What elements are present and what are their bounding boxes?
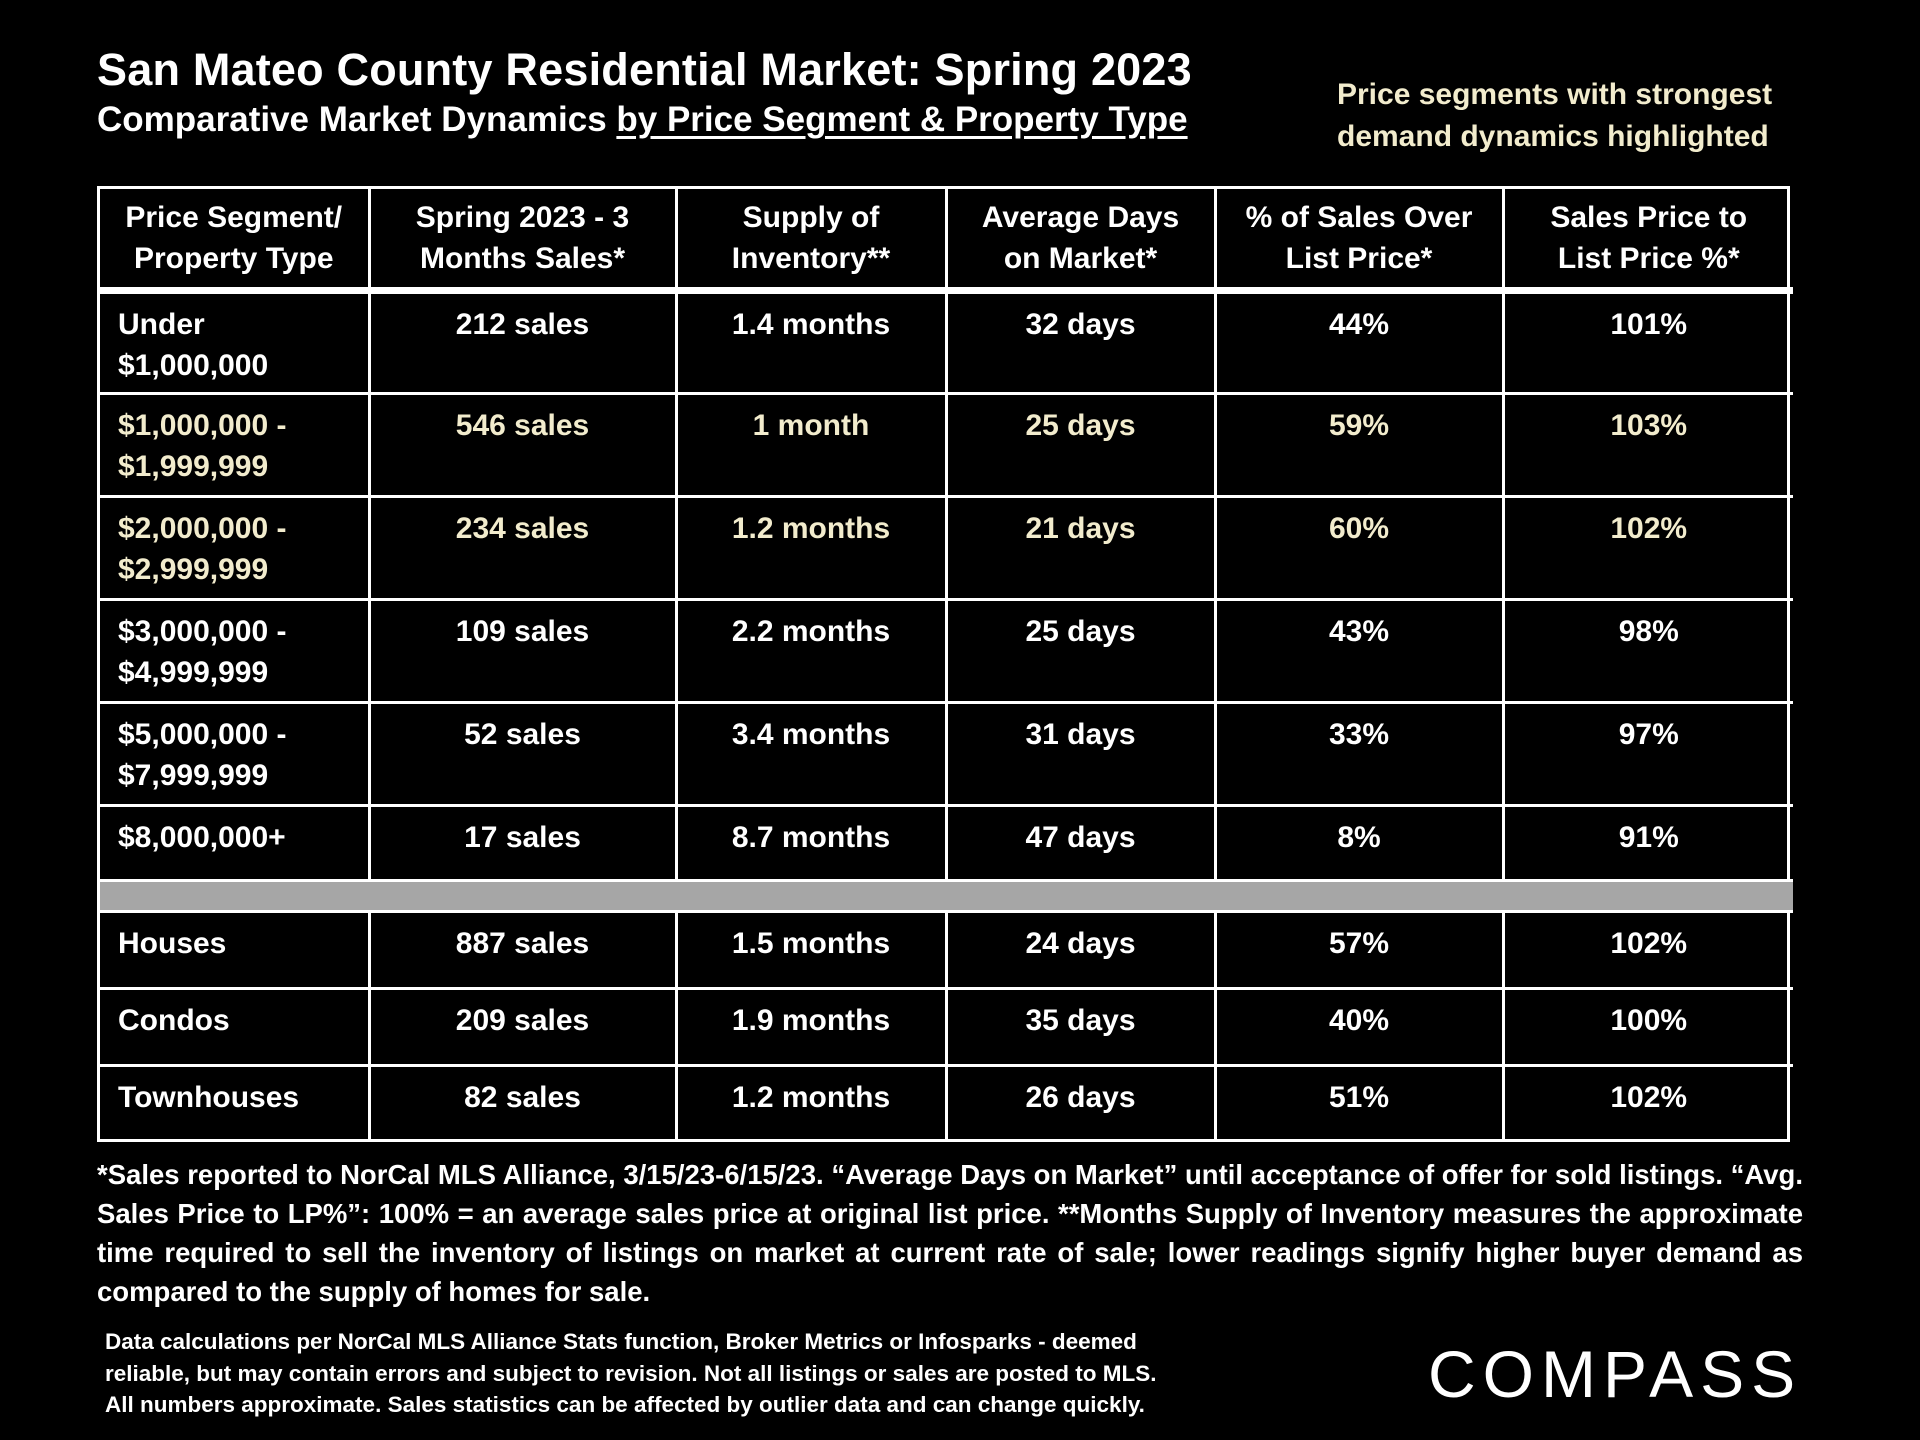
sales-to-list-cell: 91% xyxy=(1501,803,1793,880)
page-subtitle: Comparative Market Dynamics by Price Seg… xyxy=(97,100,1188,140)
divider-cell xyxy=(100,878,1793,911)
days-on-market-cell: 25 days xyxy=(944,391,1217,498)
table-row: $5,000,000 - $7,999,999 52 sales 3.4 months… xyxy=(100,700,1793,807)
supply-cell: 1.4 months xyxy=(674,288,948,395)
property-type-cell: Townhouses xyxy=(100,1063,371,1142)
supply-cell: 1 month xyxy=(674,391,948,498)
days-on-market-cell: 26 days xyxy=(944,1063,1217,1142)
segment-cell: $2,000,000 - $2,999,999 xyxy=(100,494,371,601)
sales-cell: 209 sales xyxy=(367,986,678,1067)
table-row: $8,000,000+ 17 sales 8.7 months 47 days 8% 91… xyxy=(100,803,1793,880)
disclaimer-line: reliable, but may contain errors and sub… xyxy=(105,1360,1157,1386)
header-cell: Price Segment/Property Type xyxy=(100,189,371,294)
table-row: $2,000,000 - $2,999,999 234 sales 1.2 month… xyxy=(100,494,1793,601)
table-divider-row xyxy=(100,878,1793,911)
sales-to-list-cell: 100% xyxy=(1501,986,1793,1067)
table-row: Townhouses 82 sales 1.2 months 26 days 51% 10… xyxy=(100,1063,1793,1142)
days-on-market-cell: 32 days xyxy=(944,288,1217,395)
table-row: $3,000,000 - $4,999,999 109 sales 2.2 month… xyxy=(100,597,1793,704)
sales-cell: 82 sales xyxy=(367,1063,678,1142)
highlight-note: Price segments with strongest demand dyn… xyxy=(1337,74,1777,158)
segment-cell: Under $1,000,000 xyxy=(100,288,371,395)
footnote: *Sales reported to NorCal MLS Alliance, … xyxy=(97,1159,1803,1307)
subtitle-underlined: by Price Segment & Property Type xyxy=(616,100,1188,139)
supply-cell: 1.2 months xyxy=(674,494,948,601)
sales-cell: 887 sales xyxy=(367,909,678,990)
disclaimer-line: All numbers approximate. Sales statistic… xyxy=(105,1392,1145,1417)
segment-cell: $1,000,000 - $1,999,999 xyxy=(100,391,371,498)
table-row: Condos 209 sales 1.9 months 35 days 40% 100% xyxy=(100,986,1793,1067)
header-cell: Sales Price to List Price %* xyxy=(1501,189,1793,294)
page-title: San Mateo County Residential Market: Spr… xyxy=(97,44,1192,95)
sales-to-list-cell: 102% xyxy=(1501,494,1793,601)
header-cell: Supply of Inventory** xyxy=(674,189,948,294)
compass-logo: COMPASS xyxy=(1428,1337,1803,1411)
sales-to-list-cell: 98% xyxy=(1501,597,1793,704)
table-header-row: Price Segment/Property Type Spring 2023 … xyxy=(100,189,1793,294)
header-cell: Spring 2023 - 3 Months Sales* xyxy=(367,189,678,294)
sales-cell: 109 sales xyxy=(367,597,678,704)
days-on-market-cell: 25 days xyxy=(944,597,1217,704)
over-list-cell: 57% xyxy=(1213,909,1505,990)
supply-cell: 3.4 months xyxy=(674,700,948,807)
days-on-market-cell: 31 days xyxy=(944,700,1217,807)
disclaimer-line: Data calculations per NorCal MLS Allianc… xyxy=(105,1329,1137,1354)
sales-cell: 17 sales xyxy=(367,803,678,880)
supply-cell: 8.7 months xyxy=(674,803,948,880)
subtitle-plain: Comparative Market Dynamics xyxy=(97,100,617,139)
days-on-market-cell: 21 days xyxy=(944,494,1217,601)
sales-cell: 212 sales xyxy=(367,288,678,395)
supply-cell: 1.5 months xyxy=(674,909,948,990)
sales-to-list-cell: 102% xyxy=(1501,909,1793,990)
over-list-cell: 40% xyxy=(1213,986,1505,1067)
market-table-grid: Price Segment/Property Type Spring 2023 … xyxy=(100,189,1793,1142)
property-type-cell: Condos xyxy=(100,986,371,1067)
sales-cell: 52 sales xyxy=(367,700,678,807)
supply-cell: 1.2 months xyxy=(674,1063,948,1142)
property-type-cell: Houses xyxy=(100,909,371,990)
over-list-cell: 60% xyxy=(1213,494,1505,601)
table-row: $1,000,000 - $1,999,999 546 sales 1 month 25… xyxy=(100,391,1793,498)
over-list-cell: 8% xyxy=(1213,803,1505,880)
days-on-market-cell: 24 days xyxy=(944,909,1217,990)
disclaimer: Data calculations per NorCal MLS Allianc… xyxy=(105,1326,1225,1421)
header-cell: % of Sales Over List Price* xyxy=(1213,189,1505,294)
table-row: Houses 887 sales 1.5 months 24 days 57% 102% xyxy=(100,909,1793,990)
supply-cell: 1.9 months xyxy=(674,986,948,1067)
days-on-market-cell: 47 days xyxy=(944,803,1217,880)
over-list-cell: 33% xyxy=(1213,700,1505,807)
segment-cell: $5,000,000 - $7,999,999 xyxy=(100,700,371,807)
sales-to-list-cell: 97% xyxy=(1501,700,1793,807)
sales-cell: 234 sales xyxy=(367,494,678,601)
supply-cell: 2.2 months xyxy=(674,597,948,704)
segment-cell: $8,000,000+ xyxy=(100,803,371,880)
highlight-note-line: Price segments with strongest xyxy=(1337,78,1773,111)
highlight-note-line: demand dynamics highlighted xyxy=(1337,120,1769,153)
over-list-cell: 44% xyxy=(1213,288,1505,395)
market-table: Price Segment/Property Type Spring 2023 … xyxy=(97,186,1793,1142)
over-list-cell: 51% xyxy=(1213,1063,1505,1142)
over-list-cell: 43% xyxy=(1213,597,1505,704)
table-row: Under $1,000,000 212 sales 1.4 months 32 day… xyxy=(100,288,1793,395)
header-cell: Average Days on Market* xyxy=(944,189,1217,294)
days-on-market-cell: 35 days xyxy=(944,986,1217,1067)
sales-cell: 546 sales xyxy=(367,391,678,498)
segment-cell: $3,000,000 - $4,999,999 xyxy=(100,597,371,704)
over-list-cell: 59% xyxy=(1213,391,1505,498)
sales-to-list-cell: 103% xyxy=(1501,391,1793,498)
sales-to-list-cell: 102% xyxy=(1501,1063,1793,1142)
sales-to-list-cell: 101% xyxy=(1501,288,1793,395)
